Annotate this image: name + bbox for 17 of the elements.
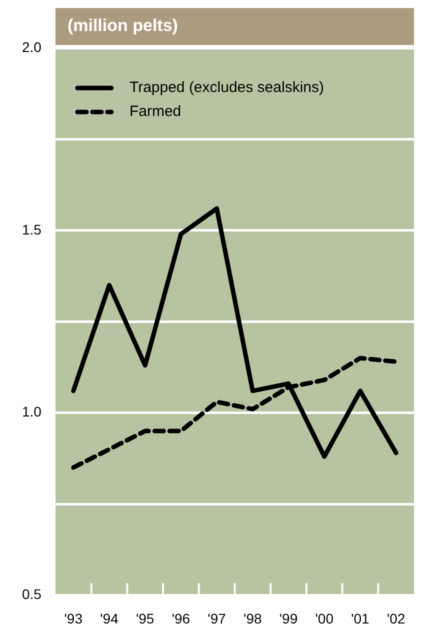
- x-tick-label: '01: [351, 610, 370, 626]
- x-tick-label: '97: [208, 610, 226, 626]
- y-tick-label: 0.5: [22, 586, 42, 602]
- x-tick-label: '99: [279, 610, 298, 626]
- chart-title: (million pelts): [67, 16, 178, 36]
- y-tick-label: 1.5: [22, 221, 42, 238]
- x-tick-label: '95: [136, 610, 154, 626]
- y-tick-label: 1.0: [22, 404, 42, 420]
- y-tick-label: 2.0: [22, 38, 42, 55]
- x-tick-label: '93: [64, 610, 83, 626]
- legend-label: Farmed: [129, 103, 182, 120]
- x-tick-label: '02: [386, 610, 406, 626]
- legend-label: Trapped (excludes sealskins): [129, 79, 324, 96]
- x-tick-label: '00: [315, 610, 334, 626]
- x-tick-label: '98: [244, 610, 262, 626]
- x-tick-label: '96: [172, 610, 190, 626]
- x-tick-label: '94: [100, 610, 119, 626]
